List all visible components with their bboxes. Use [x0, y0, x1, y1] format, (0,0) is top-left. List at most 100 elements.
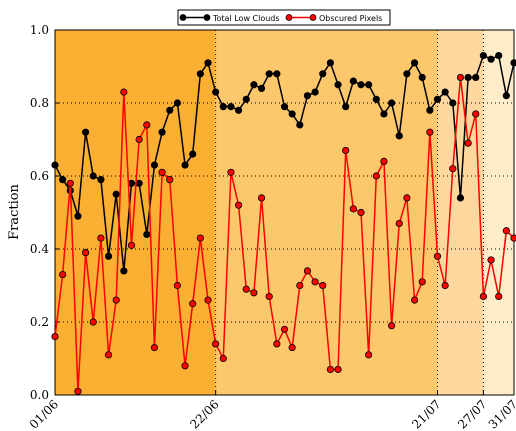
data-point: [349, 77, 357, 85]
y-tick-label: 0.6: [30, 169, 49, 183]
data-point: [112, 296, 120, 304]
data-point: [257, 84, 266, 93]
y-tick-label: 0.2: [30, 315, 49, 329]
data-point: [235, 201, 243, 209]
data-point: [135, 179, 143, 187]
data-point: [395, 132, 403, 140]
data-point: [495, 51, 503, 60]
data-point: [82, 249, 90, 257]
data-point: [235, 106, 243, 114]
data-point: [74, 387, 82, 395]
data-point: [303, 267, 312, 275]
data-point: [418, 278, 426, 286]
data-point: [127, 241, 136, 249]
period-band: [483, 30, 514, 395]
data-point: [250, 289, 258, 297]
legend-label: Obscured Pixels: [319, 14, 382, 23]
legend-marker: [203, 14, 211, 21]
data-point: [181, 362, 189, 370]
data-point: [311, 88, 319, 96]
data-point: [196, 234, 204, 242]
data-point: [280, 325, 289, 333]
data-point: [181, 161, 189, 169]
data-point: [380, 110, 388, 118]
data-point: [51, 332, 59, 341]
data-point: [196, 70, 204, 78]
data-point: [265, 292, 273, 301]
data-point: [357, 208, 365, 217]
data-point: [349, 205, 357, 213]
data-point: [472, 73, 480, 82]
data-point: [372, 95, 380, 103]
data-point: [89, 318, 97, 326]
data-point: [403, 70, 411, 78]
legend-box: [177, 9, 391, 26]
data-point: [189, 300, 197, 308]
period-band: [215, 30, 438, 395]
data-point: [410, 59, 419, 67]
data-point: [433, 95, 442, 103]
data-point: [487, 55, 495, 63]
data-point: [97, 176, 105, 184]
legend-marker: [179, 14, 187, 21]
data-point: [510, 59, 516, 67]
data-point: [449, 99, 457, 107]
data-point: [319, 281, 327, 290]
data-point: [479, 51, 487, 60]
data-point: [257, 194, 266, 202]
data-point: [357, 81, 365, 89]
data-point: [104, 252, 113, 260]
data-point: [334, 81, 342, 89]
data-point: [456, 73, 465, 82]
data-point: [112, 190, 120, 198]
data-point: [296, 121, 304, 129]
data-point: [372, 172, 380, 180]
x-tick-label: 21/07: [409, 397, 443, 431]
data-point: [250, 81, 258, 89]
data-point: [303, 92, 312, 100]
data-point: [426, 128, 434, 136]
data-point: [273, 70, 281, 78]
x-tick-label: 01/06: [27, 397, 61, 431]
data-point: [158, 128, 166, 136]
data-point: [150, 161, 159, 169]
data-point: [410, 296, 419, 304]
data-point: [296, 281, 304, 290]
data-point: [479, 292, 487, 301]
data-point: [82, 128, 90, 136]
data-point: [387, 99, 396, 107]
data-point: [166, 106, 174, 114]
y-tick-label: 1.0: [30, 23, 49, 37]
data-point: [204, 296, 212, 304]
legend-marker: [309, 14, 317, 21]
data-point: [365, 81, 373, 89]
data-point: [288, 343, 296, 352]
data-point: [89, 172, 97, 180]
data-point: [433, 252, 442, 260]
plot-frame: [54, 29, 515, 396]
x-tick-label: 22/06: [187, 397, 221, 431]
data-point: [487, 256, 495, 264]
data-point: [227, 103, 235, 111]
data-point: [495, 292, 503, 301]
data-point: [242, 95, 250, 103]
data-point: [242, 285, 250, 293]
data-point: [288, 110, 296, 118]
data-point: [66, 179, 74, 187]
data-point: [227, 168, 235, 176]
y-tick-label: 0.8: [30, 96, 49, 110]
data-point: [502, 92, 510, 100]
data-point: [510, 234, 516, 242]
data-point: [326, 59, 334, 67]
x-tick-label: 27/07: [455, 397, 489, 431]
data-point: [342, 146, 350, 155]
data-point: [143, 230, 151, 238]
y-tick-label: 0.4: [30, 242, 49, 256]
data-point: [74, 212, 82, 220]
y-tick-label: 0.0: [30, 388, 49, 402]
data-point: [173, 281, 181, 290]
data-point: [418, 73, 426, 82]
data-point: [456, 194, 465, 202]
data-point: [502, 227, 510, 235]
data-point: [59, 270, 67, 279]
